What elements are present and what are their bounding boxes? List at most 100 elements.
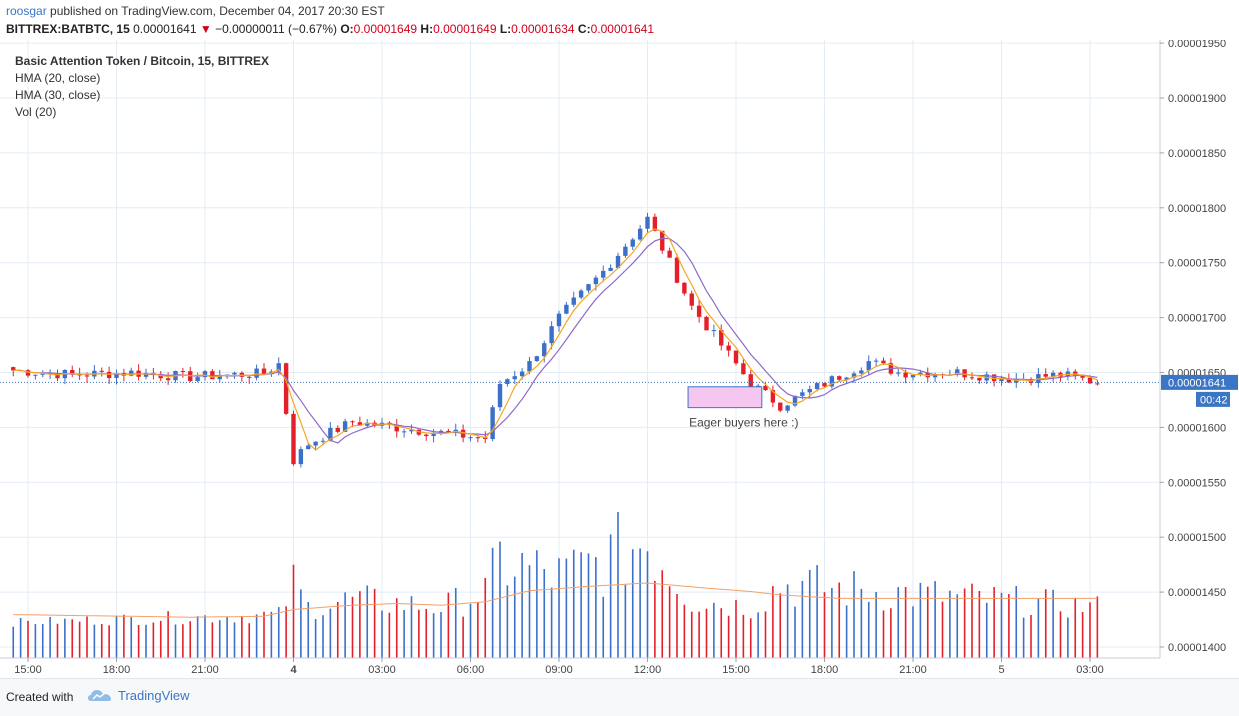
- candle-up: [468, 437, 473, 439]
- last-price: 0.00001641: [133, 22, 197, 36]
- candle-down: [261, 368, 267, 375]
- candle-up: [829, 376, 835, 387]
- candle-up: [955, 369, 960, 375]
- candle-down: [991, 374, 997, 382]
- candle-up: [873, 360, 879, 362]
- candle-down: [837, 376, 842, 380]
- candle-down: [726, 345, 731, 351]
- y-tick-label: 0.00001950: [1168, 40, 1226, 50]
- candle-down: [1095, 383, 1100, 385]
- candle-down: [357, 422, 363, 426]
- candle-up: [571, 297, 576, 305]
- candle-up: [844, 377, 849, 380]
- price-axis[interactable]: 0.00001400 0.00001450 0.00001500 0.00001550…: [1160, 38, 1226, 654]
- chart-area[interactable]: Eager buyers here :) 0.00001400 0.0000145…: [0, 38, 1239, 678]
- candle-down: [704, 316, 709, 331]
- candle-down: [719, 330, 724, 346]
- x-tick-label: 18:00: [103, 664, 131, 676]
- countdown-tag: [1196, 391, 1230, 407]
- candle-up: [298, 449, 304, 465]
- candle-up: [217, 376, 222, 380]
- candle-up: [505, 379, 510, 385]
- time-axis[interactable]: 15:00 18:00 21:00 4 03:00 06:00 09:00 12:00 15:0…: [14, 658, 1104, 676]
- candle-up: [320, 440, 326, 442]
- x-tick-label: 03:00: [1076, 664, 1104, 676]
- candle-down: [247, 376, 252, 378]
- open-label: O:: [340, 22, 354, 36]
- candle-down: [696, 305, 702, 317]
- x-tick-label: 12:00: [634, 664, 662, 676]
- candle-down: [291, 413, 296, 465]
- legend-hma20[interactable]: HMA (20, close): [15, 71, 101, 85]
- candle-up: [910, 374, 916, 378]
- candle-up: [143, 372, 149, 377]
- volume-bars: [12, 511, 1099, 658]
- chart-header: roosgar published on TradingView.com, De…: [0, 0, 1239, 40]
- candle-up: [932, 374, 938, 378]
- y-tick-label: 0.00001450: [1168, 587, 1226, 599]
- candle-up: [129, 370, 134, 376]
- candle-down: [660, 230, 665, 251]
- candle-down: [335, 427, 340, 432]
- candle-down: [1043, 374, 1048, 377]
- candle-up: [409, 429, 414, 432]
- candle-up: [800, 392, 805, 396]
- close-label: C:: [577, 22, 591, 36]
- candle-down: [11, 367, 16, 371]
- y-tick-label: 0.00001400: [1168, 642, 1226, 654]
- chart-legend: Basic Attention Token / Bitcoin, 15, BIT…: [15, 53, 269, 121]
- candle-down: [763, 385, 768, 391]
- y-tick-label: 0.00001750: [1168, 258, 1226, 270]
- candle-up: [615, 255, 621, 268]
- candle-up: [792, 395, 798, 406]
- open-value: 0.00001649: [353, 22, 418, 36]
- candle-down: [446, 430, 451, 433]
- candle-down: [977, 377, 982, 381]
- author-link[interactable]: roosgar: [6, 4, 47, 18]
- high-value: 0.00001649: [433, 22, 497, 36]
- candle-down: [283, 363, 289, 414]
- low-value: 0.00001634: [511, 22, 575, 36]
- candle-up: [328, 427, 333, 441]
- candle-up: [608, 267, 613, 271]
- x-tick-label: 15:00: [722, 664, 750, 676]
- candle-down: [55, 372, 60, 379]
- legend-volume[interactable]: Vol (20): [15, 105, 57, 119]
- candle-down: [925, 372, 930, 378]
- candle-up: [645, 216, 650, 229]
- candle-up: [431, 432, 436, 437]
- candle-down: [99, 370, 104, 372]
- low-label: L:: [499, 22, 512, 36]
- price-chart[interactable]: Eager buyers here :) 0.00001400 0.0000145…: [0, 38, 1239, 678]
- x-tick-label: 21:00: [191, 664, 219, 676]
- candle-down: [822, 383, 827, 387]
- annotation-text: Eager buyers here :): [689, 416, 798, 430]
- candle-down: [652, 216, 658, 231]
- candle-up: [313, 441, 318, 446]
- candle-down: [667, 250, 672, 258]
- candle-down: [180, 370, 186, 372]
- publish-line: roosgar published on TradingView.com, De…: [6, 4, 385, 18]
- annotation-box[interactable]: [687, 386, 763, 409]
- candle-up: [542, 343, 547, 357]
- y-tick-label: 0.00001550: [1168, 477, 1226, 489]
- y-tick-label: 0.00001900: [1168, 93, 1226, 105]
- y-tick-label: 0.00001600: [1168, 422, 1226, 434]
- candle-down: [778, 402, 783, 411]
- candle-up: [999, 378, 1004, 382]
- candle-down: [674, 257, 680, 283]
- candle-up: [534, 356, 540, 362]
- candle-up: [33, 374, 38, 376]
- price-change: −0.00000011 (−0.67%): [215, 22, 337, 36]
- candle-up: [519, 371, 525, 377]
- candles: [11, 212, 1100, 468]
- candle-down: [210, 371, 215, 380]
- tradingview-link[interactable]: TradingView: [88, 688, 190, 703]
- candle-down: [881, 360, 886, 364]
- candle-up: [549, 326, 554, 344]
- candle-up: [601, 270, 606, 278]
- candle-up: [232, 372, 237, 375]
- candle-down: [962, 369, 967, 378]
- candle-down: [1080, 375, 1085, 378]
- legend-hma30[interactable]: HMA (30, close): [15, 88, 101, 102]
